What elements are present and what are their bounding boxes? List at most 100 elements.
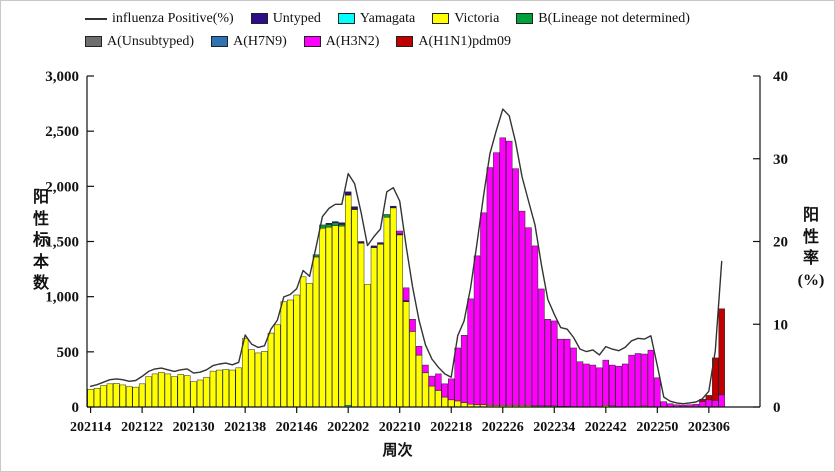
bar-202201 bbox=[338, 222, 345, 408]
bar-202213 bbox=[415, 346, 423, 408]
bar-202221 bbox=[467, 298, 474, 408]
bar-202115 bbox=[93, 387, 101, 408]
bar-202130 bbox=[190, 381, 197, 408]
bar-202308 bbox=[718, 308, 725, 408]
bar-segment-victoria bbox=[325, 226, 333, 408]
legend-item-influenza-positive: influenza Positive(%) bbox=[85, 11, 234, 27]
bar-202123 bbox=[145, 376, 152, 408]
legend-label: influenza Positive(%) bbox=[112, 10, 234, 26]
bar-202127 bbox=[171, 376, 178, 408]
bar-202229 bbox=[518, 210, 526, 408]
bar-segment-h3n2 bbox=[544, 319, 552, 407]
bar-202122 bbox=[138, 383, 146, 408]
left-axis-tick-label: 3,000 bbox=[45, 69, 79, 85]
bar-segment-h1n1pdm09 bbox=[705, 395, 713, 401]
bar-segment-b_lineage_nd bbox=[332, 222, 339, 226]
bar-segment-untyped bbox=[377, 242, 384, 245]
bar-segment-victoria bbox=[164, 373, 172, 408]
bar-202224 bbox=[486, 167, 494, 408]
bar-202235 bbox=[557, 338, 564, 408]
legend: influenza Positive(%) Untyped Yamagata Vict… bbox=[85, 7, 707, 53]
legend-label: Yamagata bbox=[359, 10, 416, 26]
bar-segment-untyped bbox=[338, 222, 345, 225]
legend-label: A(Unsubtyped) bbox=[107, 33, 195, 49]
bar-202152 bbox=[332, 221, 339, 408]
legend-item-a-h3n2: A(H3N2) bbox=[303, 33, 380, 50]
bar-segment-victoria bbox=[383, 216, 391, 408]
bar-202114 bbox=[87, 389, 94, 408]
legend-label: Untyped bbox=[272, 10, 321, 26]
bar-segment-victoria bbox=[87, 389, 94, 408]
bar-202210 bbox=[396, 230, 403, 408]
bar-segment-victoria bbox=[332, 225, 339, 408]
bar-segment-h3n2 bbox=[654, 377, 661, 408]
bar-202209 bbox=[390, 205, 397, 408]
bar-202242 bbox=[602, 359, 609, 408]
bar-segment-h3n2 bbox=[473, 255, 481, 406]
bar-segment-h3n2 bbox=[486, 167, 494, 406]
bar-202211 bbox=[402, 287, 410, 408]
bar-segment-h3n2 bbox=[641, 353, 648, 407]
color-swatch-icon bbox=[432, 13, 450, 24]
bar-segment-victoria bbox=[209, 370, 217, 408]
legend-label: A(H7N9) bbox=[233, 33, 287, 49]
bar-segment-h3n2 bbox=[506, 140, 513, 406]
bar-segment-victoria bbox=[151, 373, 159, 408]
x-axis-tick-label: 202242 bbox=[585, 420, 627, 435]
bar-202202 bbox=[345, 191, 352, 408]
bar-202206 bbox=[370, 245, 378, 408]
bar-segment-h3n2 bbox=[551, 320, 558, 407]
bar-202126 bbox=[164, 373, 172, 408]
bar-segment-h1n1pdm09 bbox=[718, 308, 725, 396]
bar-segment-victoria bbox=[441, 396, 449, 408]
left-axis-tick-label: 0 bbox=[72, 400, 80, 416]
color-swatch-icon bbox=[303, 36, 321, 47]
bar-segment-victoria bbox=[184, 375, 191, 408]
bar-202230 bbox=[525, 227, 532, 408]
bar-202214 bbox=[422, 364, 429, 408]
bar-202238 bbox=[576, 361, 584, 408]
legend-item-victoria: Victoria bbox=[432, 11, 499, 27]
x-axis-tick-label: 202218 bbox=[430, 420, 472, 435]
bar-segment-victoria bbox=[428, 385, 436, 408]
left-axis-tick-label: 1,500 bbox=[45, 235, 79, 251]
x-axis-title: 周次 bbox=[382, 443, 413, 459]
bar-segment-h3n2 bbox=[480, 212, 487, 406]
bar-202144 bbox=[280, 301, 288, 408]
bar-segment-victoria bbox=[306, 283, 313, 408]
bar-segment-victoria bbox=[274, 324, 281, 408]
bar-202237 bbox=[570, 347, 577, 408]
right-axis-tick-label: 0 bbox=[773, 400, 781, 416]
color-swatch-icon bbox=[211, 36, 229, 47]
bar-segment-victoria bbox=[229, 369, 236, 408]
bar-202246 bbox=[628, 354, 635, 408]
left-axis-tick-label: 500 bbox=[57, 345, 80, 361]
color-swatch-icon bbox=[337, 13, 355, 24]
bar-segment-victoria bbox=[132, 386, 139, 408]
bar-segment-h3n2 bbox=[557, 338, 564, 407]
bar-202121 bbox=[132, 386, 139, 408]
bar-segment-victoria bbox=[351, 209, 358, 408]
legend-label: A(H3N2) bbox=[325, 33, 380, 49]
bar-segment-victoria bbox=[319, 228, 326, 408]
bar-202119 bbox=[119, 384, 126, 408]
bar-202137 bbox=[235, 367, 242, 408]
bar-202218 bbox=[448, 378, 455, 408]
bar-segment-victoria bbox=[460, 402, 468, 408]
x-axis-tick-label: 202122 bbox=[121, 420, 163, 435]
influenza-positive-rate-line bbox=[89, 108, 723, 405]
x-axis-tick-label: 202306 bbox=[688, 420, 730, 435]
bar-segment-h3n2 bbox=[435, 373, 442, 391]
bar-segment-h3n2 bbox=[621, 363, 629, 408]
bar-segment-victoria bbox=[261, 351, 268, 408]
bar-202133 bbox=[209, 370, 217, 408]
bar-segment-victoria bbox=[409, 331, 416, 408]
bar-202135 bbox=[222, 369, 230, 408]
bar-segment-h3n2 bbox=[499, 137, 506, 406]
bar-segment-untyped bbox=[345, 191, 352, 196]
x-axis-tick-label: 202210 bbox=[379, 420, 421, 435]
x-axis-tick-label: 202146 bbox=[276, 420, 318, 435]
bar-202223 bbox=[480, 212, 487, 408]
right-axis-tick-label: 20 bbox=[773, 235, 788, 251]
bar-segment-victoria bbox=[254, 352, 262, 408]
